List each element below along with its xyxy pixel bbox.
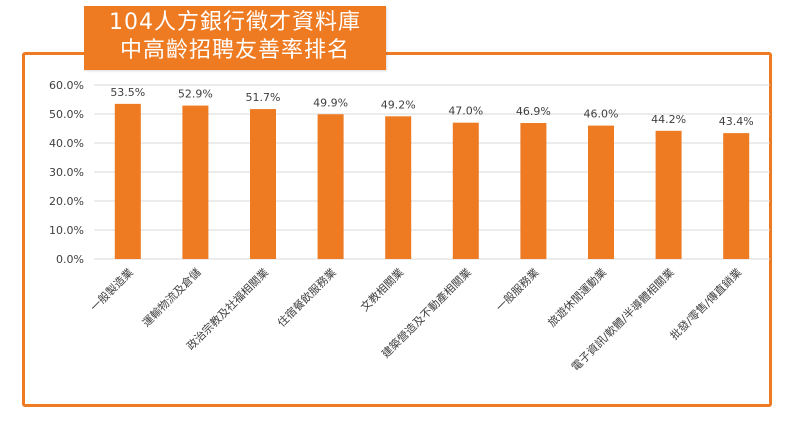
y-tick-label: 10.0%	[49, 224, 84, 237]
data-label: 52.9%	[178, 88, 213, 101]
y-tick-label: 50.0%	[49, 108, 84, 121]
data-label: 46.9%	[516, 105, 551, 118]
x-tick-label: 批發/零售/傳直銷業	[667, 265, 744, 342]
bar	[317, 114, 344, 259]
y-tick-label: 60.0%	[49, 79, 84, 92]
bar	[182, 105, 209, 259]
y-tick-label: 0.0%	[56, 253, 84, 266]
data-label: 51.7%	[246, 91, 281, 104]
bar	[655, 130, 682, 259]
x-tick-label: 住宿餐飲服務業	[274, 265, 338, 329]
title-banner: 104人方銀行徵才資料庫 中高齡招聘友善率排名	[84, 6, 386, 70]
x-tick-label: 文教相關業	[358, 265, 407, 314]
bar	[723, 133, 750, 259]
data-label: 43.4%	[719, 115, 754, 128]
data-label: 49.2%	[381, 98, 416, 111]
y-tick-label: 30.0%	[49, 166, 84, 179]
bar	[385, 116, 412, 259]
bar	[250, 109, 276, 259]
data-label: 47.0%	[448, 105, 483, 118]
data-label: 44.2%	[651, 113, 686, 126]
x-tick-label: 旅遊休閒運動業	[545, 265, 609, 329]
bar	[520, 122, 547, 260]
data-label: 49.9%	[313, 96, 348, 109]
y-tick-label: 40.0%	[49, 137, 84, 150]
data-label: 53.5%	[110, 86, 145, 99]
bar	[452, 122, 479, 259]
x-tick-label: 一般製造業	[87, 265, 136, 314]
bar	[588, 125, 614, 259]
chart-title-line2: 中高齡招聘友善率排名	[119, 38, 350, 63]
y-tick-label: 20.0%	[49, 195, 84, 208]
x-tick-label: 一般服務業	[493, 265, 542, 314]
x-tick-label: 運輸物流及倉儲	[139, 265, 203, 329]
bar	[114, 103, 141, 259]
chart-title-line1: 104人方銀行徵才資料庫	[109, 10, 361, 35]
data-label: 46.0%	[584, 108, 619, 121]
